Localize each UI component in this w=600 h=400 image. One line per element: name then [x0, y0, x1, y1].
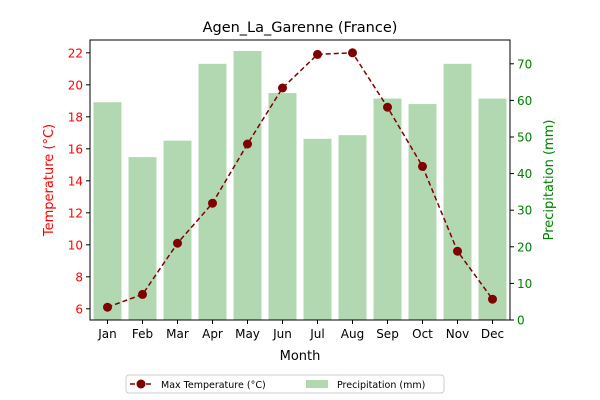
legend: Max Temperature (°C) Precipitation (mm) — [125, 374, 445, 394]
point — [383, 102, 392, 112]
y-axis-left-label: Temperature (°C) — [42, 124, 57, 237]
x-tick-label: Mar — [166, 327, 189, 341]
x-axis: Jan Feb Mar Apr May Jun Jul Aug Sep Oct Nov Dec — [97, 320, 504, 341]
x-tick-label: Dec — [481, 327, 504, 341]
bar — [478, 98, 507, 320]
y-left-tick-label: 16 — [68, 142, 83, 156]
y-left-tick-label: 6 — [75, 302, 83, 316]
bar — [303, 138, 332, 320]
legend-item-precipitation: Precipitation (mm) — [337, 380, 425, 391]
point — [173, 238, 182, 248]
plot-frame — [89, 39, 511, 321]
y-left-tick-label: 12 — [68, 206, 83, 220]
y-left-tick-label: 22 — [68, 46, 83, 60]
x-tick-label: Aug — [341, 327, 364, 341]
bar — [163, 140, 192, 320]
point — [103, 302, 112, 312]
x-tick-label: Nov — [446, 327, 469, 341]
y-right-tick-label: 50 — [517, 130, 532, 144]
bar — [373, 98, 402, 320]
y-axis-right-label: Precipitation (mm) — [542, 120, 557, 241]
point — [138, 289, 147, 299]
point — [488, 294, 497, 304]
point — [453, 246, 462, 256]
y-left-tick-label: 8 — [75, 270, 83, 284]
x-tick-label: Jun — [272, 327, 292, 341]
x-tick-label: Sep — [376, 327, 399, 341]
x-axis-label: Month — [280, 349, 321, 364]
chart-title: Agen_La_Garenne (France) — [203, 20, 398, 36]
y-left-tick-label: 20 — [68, 78, 83, 92]
y-right-tick-label: 0 — [517, 314, 525, 328]
point — [313, 49, 322, 59]
legend-frame — [125, 374, 445, 394]
y-axis-right: 0 10 20 30 40 50 60 70 — [510, 57, 532, 328]
legend-item-temperature: Max Temperature (°C) — [161, 380, 266, 391]
y-left-tick-label: 18 — [68, 110, 83, 124]
bar — [408, 104, 437, 321]
bar — [233, 50, 262, 320]
x-tick-label: Feb — [132, 327, 153, 341]
x-tick-label: Jul — [309, 327, 324, 341]
bar — [198, 63, 227, 321]
x-tick-label: Jan — [97, 327, 117, 341]
y-right-tick-label: 20 — [517, 240, 532, 254]
y-right-tick-label: 10 — [517, 277, 532, 291]
series-line — [107, 52, 494, 308]
point — [243, 139, 252, 149]
point — [348, 48, 357, 58]
precipitation-bars — [93, 50, 507, 321]
bar — [268, 93, 297, 320]
x-tick-label: Apr — [202, 327, 223, 341]
point — [278, 83, 287, 93]
y-right-tick-label: 70 — [517, 57, 532, 71]
legend-bar-swatch — [306, 380, 328, 388]
y-axis-left: 6 8 10 12 14 16 18 20 22 — [68, 46, 90, 316]
x-tick-label: May — [235, 327, 260, 341]
y-right-tick-label: 40 — [517, 167, 532, 181]
point — [208, 198, 217, 208]
y-right-tick-label: 60 — [517, 94, 532, 108]
temperature-line — [103, 48, 497, 312]
bar — [443, 63, 472, 321]
bar — [338, 135, 367, 320]
x-tick-label: Oct — [412, 327, 433, 341]
y-right-tick-label: 30 — [517, 204, 532, 218]
y-left-tick-label: 10 — [68, 238, 83, 252]
y-left-tick-label: 14 — [68, 174, 83, 188]
bar — [93, 102, 122, 320]
point — [418, 161, 427, 171]
legend-line-marker — [136, 379, 146, 389]
